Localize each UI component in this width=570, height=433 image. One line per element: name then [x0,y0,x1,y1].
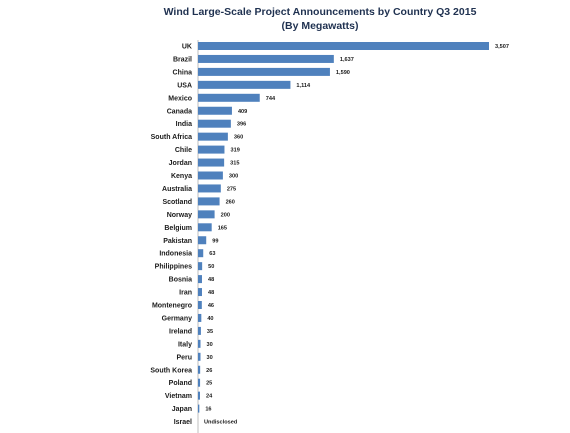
category-label: Pakistan [163,238,192,245]
value-label: 30 [206,355,212,361]
chart-subtitle: (By Megawatts) [281,20,358,32]
category-label: USA [177,82,192,89]
category-label: Australia [162,186,192,193]
bar [198,197,220,206]
value-label: 165 [218,225,227,231]
bar [198,171,223,180]
bar [198,106,232,115]
bar [198,158,225,167]
value-label: 744 [266,96,276,102]
category-label: Kenya [171,173,192,180]
category-label: China [173,69,193,76]
value-label: 48 [208,277,214,283]
bar [198,236,207,245]
value-label: 30 [206,342,212,348]
value-label: 26 [206,368,212,374]
value-label: 1,114 [296,83,311,89]
category-label: Japan [172,406,192,413]
category-label: Brazil [173,56,192,63]
category-label: Indonesia [159,251,192,258]
bar [198,262,203,271]
bar [198,313,202,322]
bar [198,249,204,258]
chart-title: Wind Large-Scale Project Announcements b… [164,6,477,18]
bars-group: UK 3,507 Brazil 1,637 China 1,590 USA 1,114 Mexi… [150,42,509,426]
bar [198,80,291,89]
category-label: Canada [167,108,192,115]
bar [198,301,202,309]
bar [198,223,212,232]
category-label: South Korea [150,367,192,374]
category-label: Philippines [155,264,192,271]
category-label: Montenegro [152,303,192,310]
bar [198,352,201,361]
value-label: 25 [206,381,212,387]
category-label: Peru [176,354,192,361]
category-label: Chile [175,147,192,154]
category-label: Ireland [169,328,192,335]
category-label: Italy [178,341,192,348]
category-label: UK [182,44,192,51]
category-label: Jordan [169,160,192,167]
category-label: Germany [162,315,192,322]
value-label: 360 [234,135,243,141]
value-label: 1,637 [340,57,354,63]
value-label: 35 [207,329,213,335]
bar [198,365,201,374]
value-label: 48 [208,290,214,296]
value-label: 3,507 [495,44,509,50]
value-label: 46 [208,303,214,309]
bar [198,184,221,193]
bar [198,404,200,413]
bar [198,210,215,219]
value-label: 16 [205,407,211,413]
value-label: Undisclosed [204,420,238,426]
category-label: South Africa [151,134,192,141]
bar [198,326,201,335]
value-label: 319 [230,148,239,154]
bar [198,93,260,102]
value-label: 409 [238,109,247,115]
bar [198,42,489,50]
value-label: 300 [229,174,238,180]
bar [198,288,202,297]
value-label: 1,590 [336,70,350,76]
category-label: Norway [167,212,192,219]
category-label: Scotland [162,199,192,206]
bar [198,275,202,284]
value-label: 200 [221,212,230,218]
bar [198,145,225,154]
value-label: 63 [209,251,215,257]
bar [198,391,200,400]
value-label: 396 [237,122,246,128]
bar [198,119,231,128]
category-label: Vietnam [165,393,192,400]
value-label: 315 [230,161,239,167]
category-label: Iran [179,290,192,297]
value-label: 275 [227,186,236,192]
category-label: Israel [174,419,192,426]
bar [198,132,228,141]
bar [198,378,201,387]
bar [198,67,330,76]
bar [198,339,201,348]
category-label: Poland [169,380,192,387]
value-label: 260 [226,199,235,205]
category-label: Mexico [168,95,192,102]
value-label: 50 [208,264,214,270]
value-label: 24 [206,394,213,400]
value-label: 40 [207,316,213,322]
category-label: Belgium [164,225,192,232]
bar [198,54,334,63]
value-label: 99 [212,238,218,244]
category-label: Bosnia [169,277,192,284]
category-label: India [176,121,192,128]
